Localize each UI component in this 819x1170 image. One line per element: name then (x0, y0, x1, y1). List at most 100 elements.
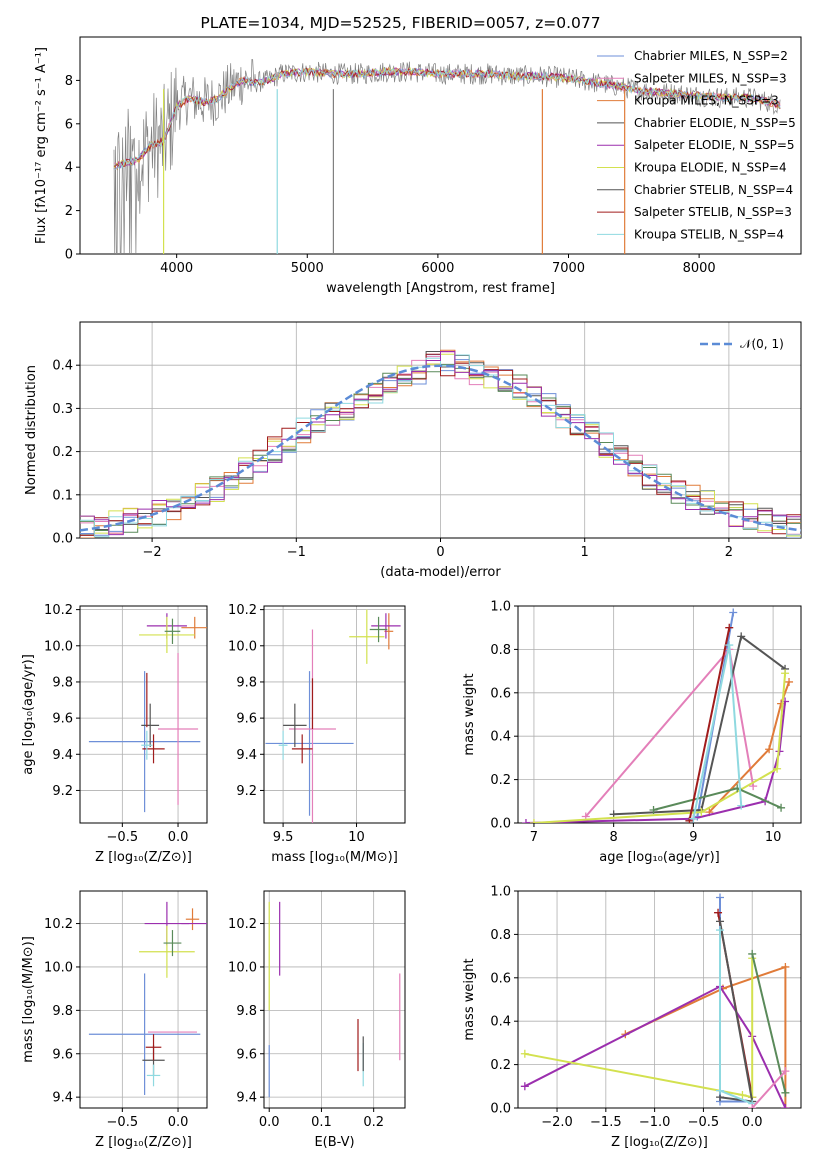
chart-spectrum: 4000 5000 6000 7000 8000 0 2 4 6 8 wavelength [Ang… (34, 14, 802, 296)
x-tick-label: 1 (581, 545, 589, 560)
weight-point-marker (781, 1067, 790, 1076)
x-tick-label: 0 (436, 545, 444, 560)
x-tick-label: −0.5 (107, 1115, 139, 1130)
weight-series-line (624, 965, 787, 1108)
x-tick-label: 8 (610, 830, 618, 845)
y-tick-label: 0.2 (490, 773, 511, 788)
weight-point-marker (773, 764, 782, 773)
weight-series-line (751, 1070, 787, 1108)
errorbars (88, 901, 207, 1095)
weight-point-marker (521, 819, 530, 823)
axes-frame (263, 890, 406, 1109)
y-tick-label: 9.6 (236, 712, 257, 727)
y-tick-label: 9.4 (236, 1091, 257, 1106)
histogram-series (80, 354, 801, 538)
legend: Chabrier MILES, N_SSP=2 Salpeter MILES, N… (597, 49, 796, 241)
x-axis-label: Z [log₁₀(Z/Z⊙)] (611, 1135, 708, 1150)
weight-point-marker (748, 949, 757, 958)
weight-point-marker (689, 814, 698, 823)
x-tick-label: 2 (725, 545, 733, 560)
y-axis-label: age [log₁₀(age/yr)] (21, 654, 36, 775)
x-tick-label: 6000 (421, 261, 454, 276)
y-tick-label: 0.3 (52, 402, 73, 417)
legend-entry: Kroupa ELODIE, N_SSP=4 (634, 161, 787, 175)
y-tick-label: 0.2 (52, 445, 73, 460)
y-tick-label: 9.6 (52, 712, 73, 727)
histogram-lines (80, 349, 801, 538)
weight-point-marker (716, 917, 725, 926)
y-tick-label: 1.0 (490, 600, 511, 615)
weight-point-marker (729, 608, 738, 617)
axes-frame (517, 890, 802, 1109)
x-tick-label: 7 (530, 830, 538, 845)
y-tick-label: 9.6 (236, 1047, 257, 1062)
y-tick-label: 0.0 (490, 817, 511, 832)
y-tick-label: 10.2 (228, 917, 257, 932)
y-tick-label: 9.4 (52, 1091, 73, 1106)
weight-series-line (751, 953, 787, 1094)
weight-point-marker (785, 677, 794, 686)
weight-point-marker (520, 1082, 529, 1091)
y-tick-label: 0.6 (490, 971, 511, 986)
legend-entry: 𝒩(0, 1) (740, 337, 784, 351)
x-tick-label: 4000 (160, 261, 193, 276)
errorbars (88, 613, 207, 813)
y-tick-label: 6 (65, 117, 73, 132)
y-tick-label: 0.0 (490, 1102, 511, 1117)
legend-entry: Chabrier STELIB, N_SSP=4 (634, 183, 793, 197)
axes-frame (263, 605, 406, 824)
weight-point-marker (697, 808, 706, 817)
x-tick-label: −1.5 (590, 1115, 622, 1130)
y-tick-label: 0.8 (490, 643, 511, 658)
gaussian-curve (80, 364, 801, 532)
x-axis-label: (data-model)/error (380, 565, 501, 580)
weight-point-marker (781, 669, 790, 678)
legend-entry: Kroupa MILES, N_SSP=3 (634, 94, 779, 108)
legend-entry: Salpeter STELIB, N_SSP=3 (634, 205, 792, 219)
x-axis-label: E(B-V) (314, 1135, 354, 1150)
weight-point-marker (781, 962, 790, 971)
weight-point-marker (781, 1088, 790, 1097)
weight-series-line (524, 958, 754, 1099)
chart-residuals: −2 −1 0 1 2 0.0 0.1 0.2 0.3 0.4 (data-model)/error… (24, 321, 802, 580)
axes-frame (79, 321, 802, 539)
y-tick-label: 0.0 (52, 532, 73, 547)
weight-point-marker (777, 803, 786, 812)
x-tick-label: 10 (765, 830, 782, 845)
x-tick-label: −0.5 (688, 1115, 720, 1130)
observed-spectrum-line (113, 59, 781, 254)
y-tick-label: 9.2 (52, 784, 73, 799)
errorbars (265, 609, 401, 823)
weight-point-marker (529, 819, 538, 823)
y-tick-label: 9.8 (52, 1004, 73, 1019)
x-tick-label: 0.0 (168, 1115, 189, 1130)
y-tick-label: 2 (65, 204, 73, 219)
y-tick-label: 9.4 (236, 748, 257, 763)
y-axis-label: Flux [fλ10⁻¹⁷ erg cm⁻² s⁻¹ A⁻¹] (34, 47, 49, 244)
x-tick-label: 5000 (291, 261, 324, 276)
y-tick-label: 10.0 (228, 960, 257, 975)
histogram-series (80, 351, 801, 536)
y-tick-label: 0.1 (52, 488, 73, 503)
x-tick-label: 0.0 (742, 1115, 763, 1130)
x-tick-label: −2.0 (541, 1115, 573, 1130)
y-tick-label: 9.4 (52, 748, 73, 763)
chart-title: PLATE=1034, MJD=52525, FIBERID=0057, z=0… (200, 14, 600, 32)
y-tick-label: 10.0 (44, 639, 73, 654)
spectrum-lines (113, 59, 781, 254)
chart-weight_vs_Z: −2.0 −1.5 −1.0 −0.5 0.0 0.0 0.2 0.4 0.6 0.8 1.0 Z [… (462, 885, 802, 1150)
legend-entry: Kroupa STELIB, N_SSP=4 (634, 227, 784, 241)
y-axis-label: mass [log₁₀(M/M⊙)] (21, 936, 36, 1063)
chart-weight_vs_age: 7 8 9 10 0.0 0.2 0.4 0.6 0.8 1.0 age [log₁₀(age/yr… (462, 600, 802, 865)
weight-series-line (613, 634, 786, 816)
axes-frame (79, 605, 208, 824)
x-tick-label: 0.1 (311, 1115, 332, 1130)
chart-mass_vs_ebv: 0.0 0.1 0.2 9.4 9.6 9.8 10.0 10.2 E(B-V) (228, 890, 406, 1150)
weight-lines (520, 893, 790, 1108)
x-axis-label: Z [log₁₀(Z/Z⊙)] (95, 850, 192, 865)
chart-mass_vs_Z: −0.5 0.0 9.4 9.6 9.8 10.0 10.2 Z [log₁₀(Z/Z⊙)] m… (21, 890, 208, 1150)
axes-frame (79, 36, 802, 255)
y-tick-label: 0.4 (52, 359, 73, 374)
y-axis-label: Normed distribution (24, 365, 39, 495)
